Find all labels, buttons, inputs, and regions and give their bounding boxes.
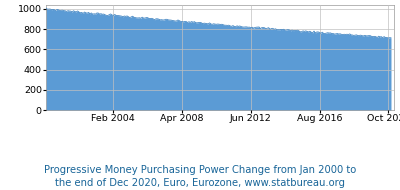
Text: Progressive Money Purchasing Power Change from Jan 2000 to
the end of Dec 2020, : Progressive Money Purchasing Power Chang… [44, 165, 356, 188]
